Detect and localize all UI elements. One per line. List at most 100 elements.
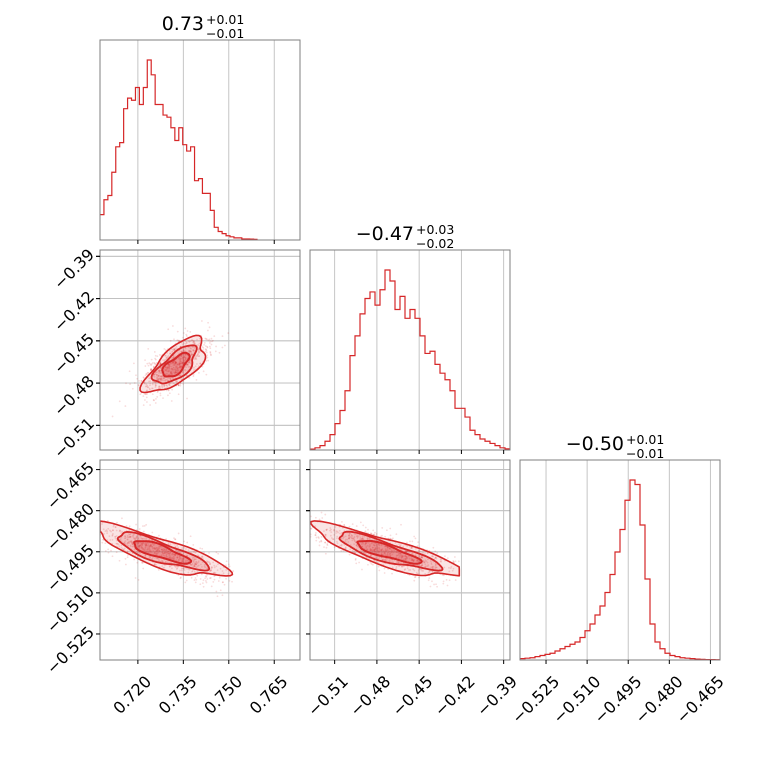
- panel-title-1: −0.47 +0.03−0.02: [356, 222, 455, 251]
- sample-point: [115, 542, 118, 545]
- sample-point: [149, 369, 152, 371]
- sample-point: [159, 375, 162, 378]
- sample-point: [112, 532, 114, 535]
- sample-point: [124, 535, 127, 537]
- sample-point: [181, 362, 184, 365]
- sample-point: [118, 559, 121, 562]
- sample-point: [190, 352, 193, 355]
- sample-point: [169, 551, 171, 554]
- sample-point: [376, 547, 379, 550]
- sample-point: [185, 366, 188, 369]
- sample-point: [148, 550, 151, 552]
- sample-point: [187, 350, 190, 353]
- sample-point: [334, 526, 337, 528]
- sample-point: [419, 556, 422, 559]
- sample-point: [452, 567, 455, 570]
- sample-point: [209, 350, 212, 353]
- sample-point: [383, 558, 386, 561]
- sample-point: [411, 546, 414, 549]
- sample-point: [404, 557, 407, 560]
- sample-point: [194, 581, 197, 584]
- sample-point: [175, 568, 178, 570]
- sample-point: [174, 361, 177, 364]
- sample-point: [400, 556, 403, 559]
- sample-point: [335, 532, 338, 534]
- sample-point: [391, 551, 394, 553]
- sample-point: [198, 348, 201, 351]
- sample-point: [370, 542, 373, 545]
- sample-point: [173, 348, 176, 351]
- sample-point: [410, 546, 413, 549]
- sample-point: [189, 362, 192, 365]
- sample-point: [130, 540, 133, 543]
- sample-point: [353, 540, 356, 543]
- sample-point: [142, 530, 145, 533]
- sample-point: [154, 373, 157, 375]
- sample-point: [158, 374, 160, 377]
- sample-point: [369, 538, 371, 541]
- sample-point: [145, 385, 148, 388]
- sample-point: [162, 377, 164, 379]
- sample-point: [395, 551, 398, 553]
- sample-point: [371, 546, 374, 549]
- sample-point: [209, 353, 212, 356]
- sample-point: [361, 535, 364, 538]
- sample-point: [150, 543, 152, 546]
- sample-point: [194, 365, 197, 368]
- sample-point: [373, 548, 376, 551]
- sample-point: [228, 565, 231, 568]
- sample-point: [154, 363, 157, 366]
- sample-point: [426, 565, 429, 568]
- sample-point: [176, 362, 179, 365]
- sample-point: [339, 544, 342, 547]
- sample-point: [122, 548, 125, 551]
- sample-point: [123, 542, 126, 544]
- sample-point: [147, 549, 150, 551]
- sample-point: [169, 556, 172, 559]
- sample-point: [372, 529, 375, 532]
- sample-point: [436, 585, 438, 588]
- sample-point: [150, 369, 152, 372]
- sample-point: [144, 543, 147, 546]
- sample-point: [133, 537, 135, 539]
- sample-point: [330, 528, 332, 531]
- sample-point: [225, 569, 228, 571]
- sample-point: [348, 537, 350, 540]
- sample-point: [165, 356, 168, 359]
- sample-point: [176, 556, 179, 559]
- sample-point: [351, 523, 354, 525]
- sample-point: [182, 342, 185, 345]
- sample-point: [171, 553, 174, 556]
- sample-point: [138, 545, 141, 547]
- sample-point: [133, 382, 136, 384]
- sample-point: [156, 548, 159, 551]
- sample-point: [176, 365, 178, 368]
- sample-point: [170, 367, 173, 370]
- sample-point: [152, 556, 154, 559]
- sample-point: [156, 355, 159, 358]
- sample-point: [112, 529, 114, 532]
- sample-point: [141, 562, 144, 564]
- sample-point: [179, 363, 181, 365]
- sample-point: [126, 536, 129, 539]
- sample-point: [129, 535, 132, 538]
- sample-point: [208, 570, 211, 572]
- sample-point: [424, 572, 427, 575]
- sample-point: [105, 529, 108, 532]
- sample-point: [201, 582, 204, 585]
- sample-point: [159, 378, 162, 381]
- sample-point: [145, 544, 147, 547]
- sample-point: [182, 567, 184, 570]
- sample-point: [174, 372, 176, 375]
- sample-point: [161, 565, 164, 568]
- sample-point: [140, 537, 142, 539]
- sample-point: [355, 525, 358, 527]
- sample-point: [154, 381, 157, 384]
- sample-point: [179, 360, 182, 363]
- sample-point: [367, 541, 370, 544]
- sample-point: [147, 545, 149, 547]
- sample-point: [198, 371, 200, 374]
- sample-point: [159, 545, 161, 548]
- sample-point: [154, 357, 156, 360]
- sample-point: [114, 535, 117, 538]
